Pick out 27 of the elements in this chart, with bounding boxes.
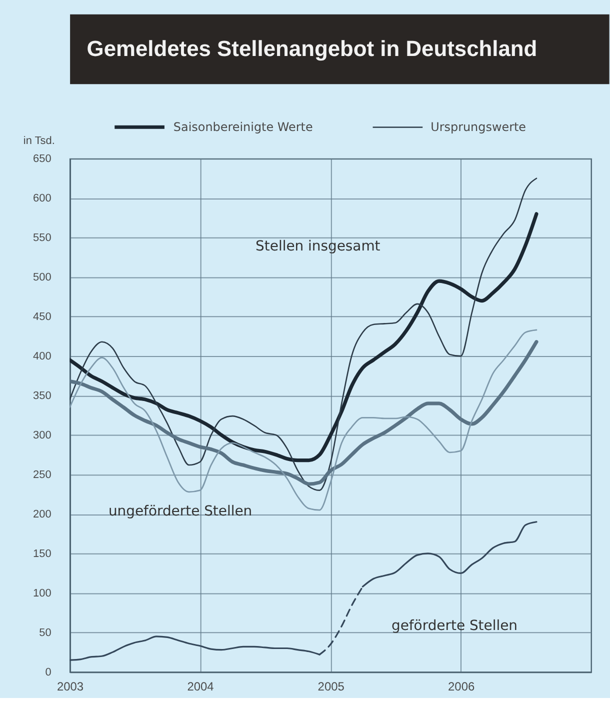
y-axis-title: in Tsd. bbox=[23, 135, 55, 148]
y-tick-label: 600 bbox=[33, 192, 52, 205]
annotation: ungeförderte Stellen bbox=[108, 503, 252, 520]
line-series bbox=[70, 212, 538, 462]
line-series bbox=[70, 178, 538, 491]
y-tick-label: 150 bbox=[33, 548, 52, 560]
x-tick-label: 2005 bbox=[318, 679, 345, 694]
legend-label: Ursprungswerte bbox=[430, 120, 526, 134]
annotation: geförderte Stellen bbox=[391, 618, 518, 634]
y-tick-label: 300 bbox=[33, 430, 52, 442]
chart-title: Gemeldetes Stellenangebot in Deutschland bbox=[86, 36, 538, 61]
legend-label: Saisonbereinigte Werte bbox=[173, 120, 313, 134]
annotation: Stellen insgesamt bbox=[256, 238, 381, 254]
y-tick-label: 50 bbox=[39, 626, 52, 639]
y-tick-label: 200 bbox=[33, 508, 52, 520]
y-tick-label: 650 bbox=[33, 153, 52, 166]
x-tick-label: 2003 bbox=[56, 679, 84, 694]
y-tick-label: 0 bbox=[45, 666, 52, 678]
y-tick-label: 100 bbox=[33, 587, 52, 600]
y-tick-label: 550 bbox=[33, 232, 52, 244]
y-tick-label: 400 bbox=[33, 350, 52, 363]
x-tick-label: 2006 bbox=[448, 679, 475, 694]
y-tick-label: 450 bbox=[33, 311, 52, 324]
y-tick-label: 500 bbox=[33, 272, 52, 284]
y-tick-label: 250 bbox=[33, 469, 52, 481]
y-tick-label: 350 bbox=[33, 390, 52, 402]
x-tick-label: 2004 bbox=[187, 679, 214, 694]
